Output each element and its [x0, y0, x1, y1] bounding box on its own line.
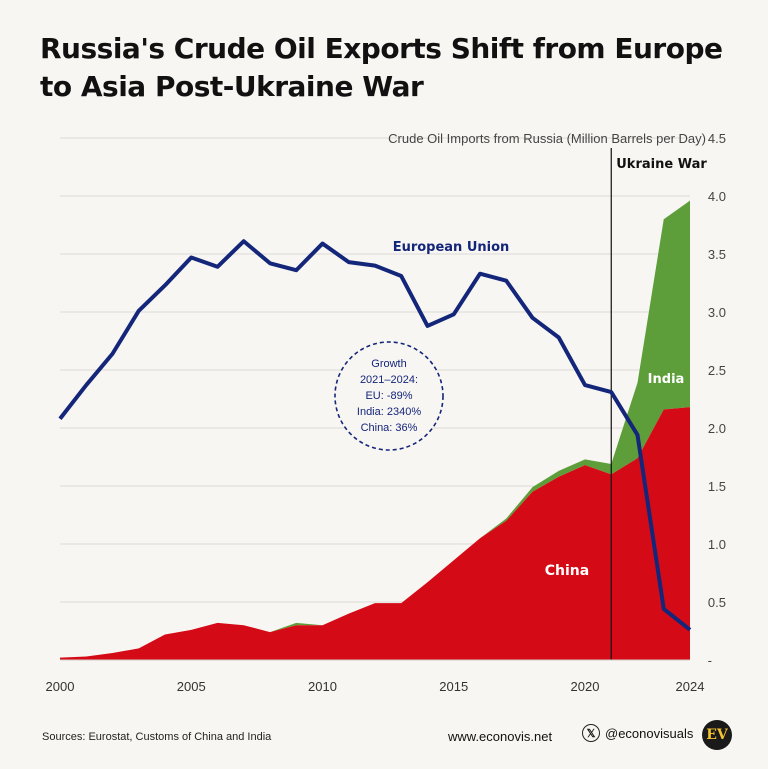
chart-title: Russia's Crude Oil Exports Shift from Eu… — [40, 32, 723, 103]
sources-text: Sources: Eurostat, Customs of China and … — [42, 731, 272, 743]
x-logo-icon: 𝕏 — [582, 724, 600, 742]
growth-line-2: EU: -89% — [365, 390, 412, 402]
y-tick-labels: 0.5 1.0 1.5 2.0 2.5 3.0 3.5 4.0 4.5 - — [708, 131, 726, 668]
growth-annotation: Growth 2021–2024: EU: -89% India: 2340% … — [334, 341, 444, 451]
y-tick-label: 4.0 — [708, 189, 726, 204]
y-tick-label: 2.5 — [708, 363, 726, 378]
growth-line-1: 2021–2024: — [360, 374, 418, 386]
x-tick-label: 2000 — [46, 679, 75, 694]
y-tick-zero: - — [708, 653, 712, 668]
x-tick-label: 2020 — [571, 679, 600, 694]
econovis-logo: EV — [702, 720, 732, 750]
series-eu-line — [58, 239, 692, 632]
x-tick-label: 2005 — [177, 679, 206, 694]
series-label-india: India — [648, 372, 685, 387]
website-link[interactable]: www.econovis.net — [448, 729, 553, 744]
y-tick-label: 4.5 — [708, 131, 726, 146]
y-axis-label: Crude Oil Imports from Russia (Million B… — [388, 131, 706, 146]
y-tick-label: 1.0 — [708, 537, 726, 552]
x-tick-label: 2024 — [676, 679, 705, 694]
y-tick-label: 3.0 — [708, 305, 726, 320]
y-tick-label: 2.0 — [708, 421, 726, 436]
ukraine-war-label: Ukraine War — [616, 157, 707, 172]
x-tick-label: 2010 — [308, 679, 337, 694]
series-label-eu: European Union — [393, 240, 510, 255]
y-tick-label: 3.5 — [708, 247, 726, 262]
x-tick-label: 2015 — [439, 679, 468, 694]
y-tick-label: 0.5 — [708, 595, 726, 610]
growth-line-3: India: 2340% — [357, 406, 421, 418]
social-handle-text: @econovisuals — [605, 725, 694, 741]
growth-line-4: China: 36% — [361, 422, 418, 434]
social-handle[interactable]: 𝕏 @econovisuals — [582, 724, 693, 742]
series-label-china: China — [545, 563, 589, 579]
growth-line-0: Growth — [371, 358, 406, 370]
x-tick-labels: 2000 2005 2010 2015 2020 2024 — [46, 679, 705, 694]
growth-circle — [334, 341, 444, 451]
series-china-area — [60, 407, 690, 660]
y-tick-label: 1.5 — [708, 479, 726, 494]
